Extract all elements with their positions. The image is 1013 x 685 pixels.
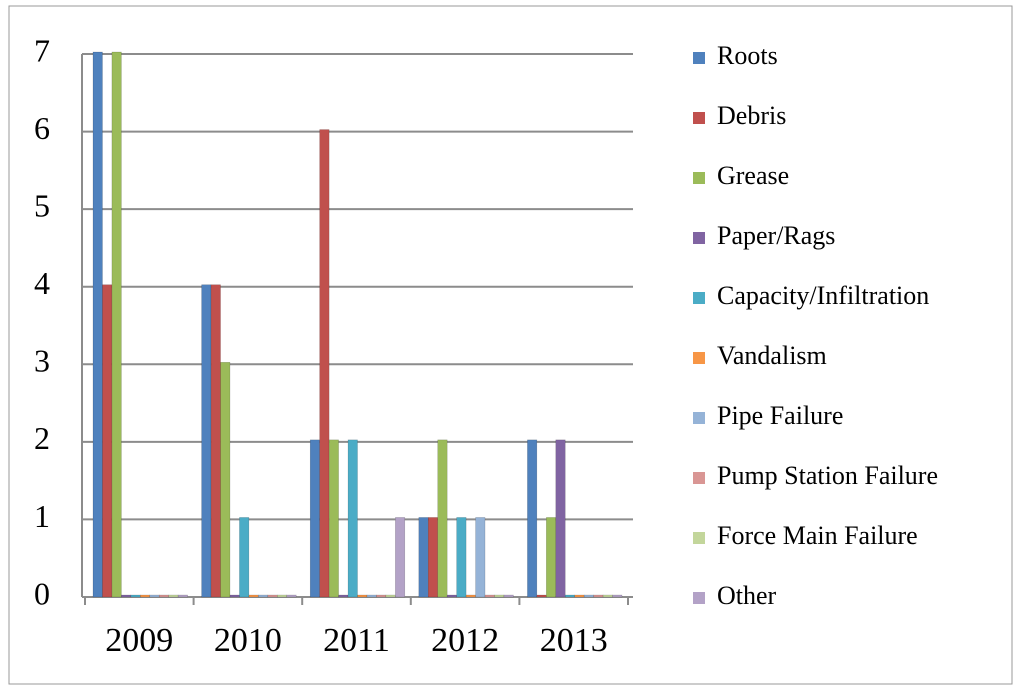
bar — [366, 594, 377, 598]
legend-label: Pipe Failure — [717, 401, 843, 430]
bar — [168, 594, 179, 598]
bar — [465, 594, 476, 598]
bar — [286, 594, 297, 598]
bar — [210, 284, 221, 598]
x-tick-label: 2013 — [540, 622, 608, 659]
legend-swatch — [693, 592, 705, 604]
bar — [277, 594, 287, 598]
bar — [536, 594, 547, 598]
bar — [158, 594, 169, 598]
legend-label: Debris — [717, 101, 786, 130]
bar — [149, 594, 160, 598]
bar — [456, 517, 467, 598]
y-tick-label: 2 — [34, 420, 50, 456]
y-tick-label: 7 — [34, 32, 50, 68]
legend-label: Other — [717, 581, 777, 610]
bar — [583, 594, 594, 598]
bar — [357, 594, 368, 598]
bar — [446, 594, 457, 598]
legend-swatch — [693, 532, 705, 544]
bar — [239, 517, 250, 598]
bar — [546, 517, 557, 598]
x-tick-label: 2011 — [323, 622, 390, 659]
y-tick-label: 1 — [34, 498, 50, 534]
bar — [328, 439, 339, 598]
legend-label: Paper/Rags — [717, 221, 835, 250]
legend-swatch — [693, 172, 705, 184]
bar — [267, 594, 278, 598]
bar — [229, 594, 240, 598]
y-tick-label: 4 — [34, 265, 50, 301]
bar — [527, 439, 538, 598]
bar — [258, 594, 269, 598]
bar — [177, 594, 188, 598]
bar — [140, 594, 151, 598]
bar — [130, 594, 141, 598]
legend-swatch — [693, 472, 705, 484]
bar — [593, 594, 604, 598]
bar — [92, 51, 103, 598]
bar — [347, 439, 358, 598]
y-tick-label: 6 — [34, 110, 50, 146]
bar — [376, 594, 387, 598]
chart-border — [8, 5, 1013, 685]
y-tick-label: 0 — [34, 575, 50, 611]
bar — [494, 594, 505, 598]
legend-swatch — [693, 352, 705, 364]
x-tick-label: 2010 — [214, 622, 282, 659]
bar — [428, 517, 438, 598]
bar — [248, 594, 259, 598]
legend-swatch — [693, 52, 705, 64]
bar — [484, 594, 495, 598]
bar — [555, 439, 566, 598]
bar — [102, 284, 113, 598]
bar — [612, 594, 623, 598]
legend-label: Grease — [717, 161, 789, 190]
bar — [111, 51, 122, 598]
legend-swatch — [693, 292, 705, 304]
legend-label: Vandalism — [717, 341, 827, 370]
bar — [385, 594, 396, 598]
bar — [475, 517, 486, 598]
legend-label: Roots — [717, 41, 778, 70]
bar — [201, 284, 212, 598]
bar — [395, 517, 406, 598]
bar — [574, 594, 585, 598]
x-tick-label: 2009 — [105, 622, 173, 659]
bar — [503, 594, 514, 598]
legend-swatch — [693, 412, 705, 424]
bar — [437, 439, 448, 598]
bar — [121, 594, 132, 598]
legend-label: Pump Station Failure — [717, 461, 938, 490]
bar — [418, 517, 429, 598]
legend-label: Capacity/Infiltration — [717, 281, 929, 310]
bar — [319, 129, 330, 598]
bar — [309, 439, 320, 598]
legend-swatch — [693, 232, 705, 244]
bar — [220, 362, 231, 598]
bar — [602, 594, 613, 598]
y-tick-label: 3 — [34, 343, 50, 379]
bar — [564, 594, 575, 598]
bar — [338, 594, 349, 598]
legend-label: Force Main Failure — [717, 521, 918, 550]
x-tick-label: 2012 — [431, 622, 499, 659]
y-tick-label: 5 — [34, 187, 50, 223]
legend-swatch — [693, 112, 705, 124]
